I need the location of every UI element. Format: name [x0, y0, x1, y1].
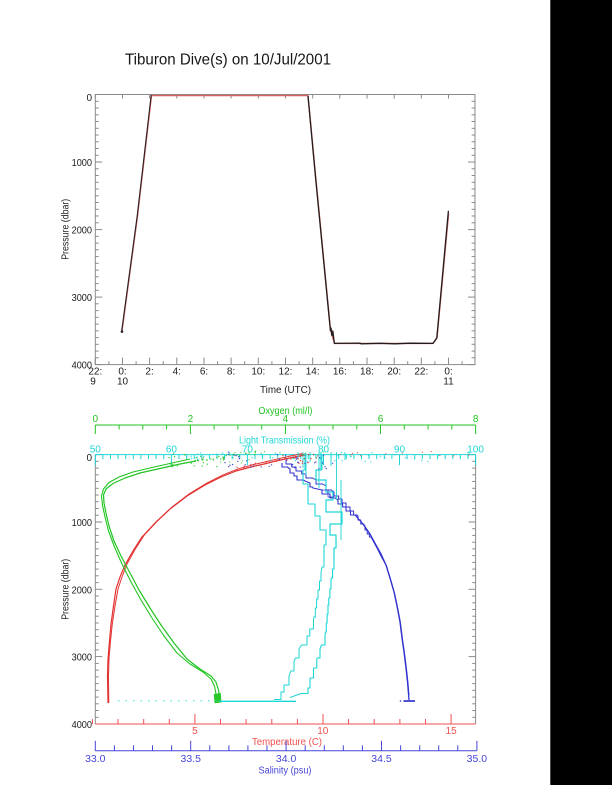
svg-text:Pressure (dbar): Pressure (dbar)	[60, 199, 71, 260]
svg-text:0: 0	[93, 414, 99, 425]
svg-text:0: 0	[86, 93, 92, 104]
svg-text:12:: 12:	[279, 367, 293, 378]
svg-text:70: 70	[242, 445, 254, 456]
svg-text:2000: 2000	[72, 585, 93, 596]
svg-text:15: 15	[446, 726, 458, 737]
svg-text:11: 11	[443, 376, 454, 387]
svg-text:33.5: 33.5	[181, 754, 202, 765]
svg-text:20:: 20:	[387, 367, 401, 378]
svg-text:4:: 4:	[173, 367, 181, 378]
svg-text:3000: 3000	[72, 653, 93, 664]
svg-text:18:: 18:	[360, 367, 374, 378]
svg-text:35.0: 35.0	[467, 754, 488, 765]
svg-text:6: 6	[378, 414, 384, 425]
svg-text:2: 2	[188, 414, 194, 425]
svg-text:Light Transmission (%): Light Transmission (%)	[239, 435, 330, 446]
svg-text:0: 0	[86, 453, 92, 464]
svg-text:Tiburon Dive(s) on 10/Jul/2001: Tiburon Dive(s) on 10/Jul/2001	[125, 51, 331, 68]
svg-text:Salinity (psu): Salinity (psu)	[259, 766, 312, 777]
svg-text:Time (UTC): Time (UTC)	[260, 385, 311, 396]
svg-text:6:: 6:	[200, 367, 208, 378]
svg-text:80: 80	[318, 445, 330, 456]
svg-text:Pressure (dbar): Pressure (dbar)	[60, 559, 71, 620]
svg-text:8: 8	[473, 414, 479, 425]
svg-text:4000: 4000	[72, 720, 93, 731]
svg-text:10:: 10:	[251, 367, 265, 378]
svg-text:22:: 22:	[88, 367, 102, 378]
svg-text:22:: 22:	[414, 367, 428, 378]
svg-text:50: 50	[90, 445, 102, 456]
svg-text:60: 60	[166, 445, 178, 456]
svg-text:10: 10	[317, 726, 329, 737]
svg-text:16:: 16:	[333, 367, 347, 378]
svg-text:0:: 0:	[118, 367, 126, 378]
svg-text:0:: 0:	[444, 367, 452, 378]
svg-text:100: 100	[467, 445, 484, 456]
svg-text:10: 10	[117, 376, 129, 387]
svg-text:4000: 4000	[72, 361, 93, 372]
svg-text:1000: 1000	[72, 518, 93, 529]
svg-text:34.5: 34.5	[371, 754, 392, 765]
svg-text:90: 90	[394, 445, 406, 456]
svg-text:5: 5	[192, 726, 198, 737]
svg-text:14:: 14:	[306, 367, 320, 378]
svg-text:3000: 3000	[72, 293, 93, 304]
svg-text:4: 4	[283, 414, 289, 425]
svg-text:9: 9	[90, 376, 96, 387]
svg-text:33.0: 33.0	[85, 754, 106, 765]
svg-text:2:: 2:	[145, 367, 153, 378]
svg-text:34.0: 34.0	[276, 754, 297, 765]
svg-text:8:: 8:	[227, 367, 235, 378]
svg-text:Oxygen (ml/l): Oxygen (ml/l)	[258, 406, 312, 417]
svg-text:Temperature (C): Temperature (C)	[252, 737, 322, 748]
svg-text:1000: 1000	[72, 158, 93, 169]
svg-text:2000: 2000	[72, 226, 93, 237]
